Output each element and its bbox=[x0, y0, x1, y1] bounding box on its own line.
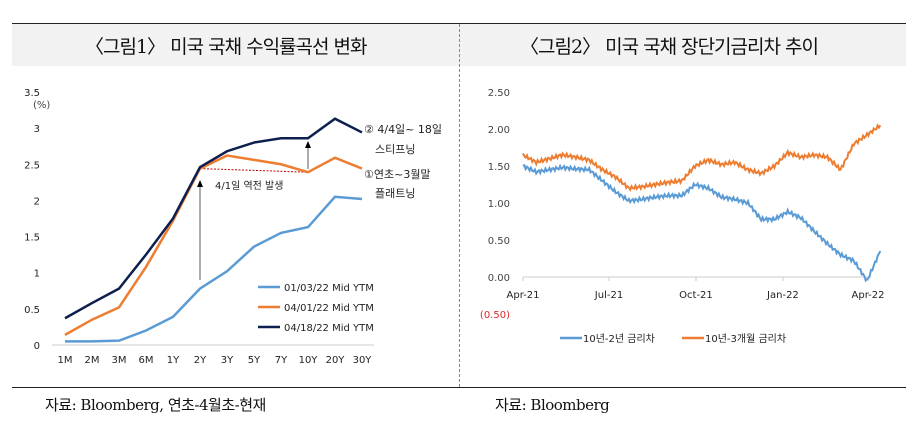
inversion-dotted-line bbox=[199, 168, 309, 173]
legend-label: 04/01/22 Mid YTM bbox=[284, 303, 374, 314]
y-tick-label: 1.5 bbox=[24, 233, 40, 244]
right-chart-title: 〈그림2〉 미국 국채 장단기금리차 추이 bbox=[520, 36, 819, 58]
series-line-0 bbox=[65, 195, 363, 343]
left-chart-title: 〈그림1〉 미국 국채 수익률곡선 변화 bbox=[85, 36, 367, 58]
series-line-1 bbox=[522, 123, 882, 193]
y-tick-label: 2.50 bbox=[488, 88, 510, 99]
arrow-head bbox=[197, 180, 203, 187]
y-axis-unit: (%) bbox=[33, 100, 50, 111]
legend-label: 10년-2년 금리차 bbox=[583, 333, 655, 345]
y-tick-label: 3 bbox=[34, 124, 40, 135]
panel-divider bbox=[459, 24, 460, 387]
y-tick-label: 0 bbox=[34, 341, 40, 352]
y-tick-label-negative: (0.50) bbox=[480, 310, 510, 321]
series-line-2 bbox=[64, 117, 363, 320]
x-tick-label: 3M bbox=[112, 355, 127, 366]
y-tick-label: 1.50 bbox=[488, 162, 510, 173]
y-tick-label: 2.5 bbox=[24, 160, 40, 171]
legend-label: 04/18/22 Mid YTM bbox=[284, 323, 374, 334]
x-tick-label: 1M bbox=[58, 355, 73, 366]
x-tick-label: 5Y bbox=[248, 355, 261, 366]
y-tick-label: 1 bbox=[34, 269, 40, 280]
x-tick-label: 1Y bbox=[167, 355, 180, 366]
y-tick-label: 0.00 bbox=[488, 273, 510, 284]
x-tick-label: 2Y bbox=[194, 355, 207, 366]
x-tick-label: 20Y bbox=[326, 355, 346, 366]
y-tick-label: 0.5 bbox=[24, 305, 40, 316]
annotation-steepening: 스티프닝 bbox=[375, 143, 415, 156]
x-tick-label: Oct-21 bbox=[679, 290, 713, 301]
y-tick-label: 2.00 bbox=[488, 125, 510, 136]
annotation-steepening: ② 4/4일~ 18일 bbox=[364, 122, 442, 136]
x-tick-label: Apr-21 bbox=[507, 290, 540, 301]
x-tick-label: 2M bbox=[85, 355, 100, 366]
annotation-flattening: ①연초~3월말 bbox=[364, 168, 431, 181]
legend-label: 01/03/22 Mid YTM bbox=[284, 283, 374, 294]
series-line-1 bbox=[64, 154, 363, 336]
x-tick-label: 6M bbox=[139, 355, 154, 366]
x-tick-label: Apr-22 bbox=[852, 290, 885, 301]
annotation-inversion: 4/1일 역전 발생 bbox=[215, 180, 283, 192]
x-tick-label: 7Y bbox=[275, 355, 288, 366]
annotation-flattening: 플래트닝 bbox=[375, 187, 415, 200]
y-tick-label: 3.5 bbox=[24, 88, 40, 99]
x-tick-label: Jan-22 bbox=[766, 290, 799, 301]
legend-label: 10년-3개월 금리차 bbox=[705, 333, 786, 345]
top-rule bbox=[12, 23, 906, 24]
right-source: 자료: Bloomberg bbox=[495, 396, 610, 414]
y-tick-label: 2 bbox=[34, 196, 40, 207]
y-tick-label: 0.50 bbox=[488, 236, 510, 247]
x-tick-label: 30Y bbox=[353, 355, 373, 366]
x-tick-label: 3Y bbox=[221, 355, 234, 366]
left-source: 자료: Bloomberg, 연초-4월초-현재 bbox=[45, 396, 266, 414]
y-tick-label: 1.00 bbox=[488, 199, 510, 210]
arrow-head bbox=[305, 141, 311, 148]
bottom-rule bbox=[12, 387, 906, 388]
x-tick-label: 10Y bbox=[299, 355, 319, 366]
series-line-0 bbox=[522, 163, 882, 283]
x-tick-label: Jul-21 bbox=[594, 290, 623, 301]
